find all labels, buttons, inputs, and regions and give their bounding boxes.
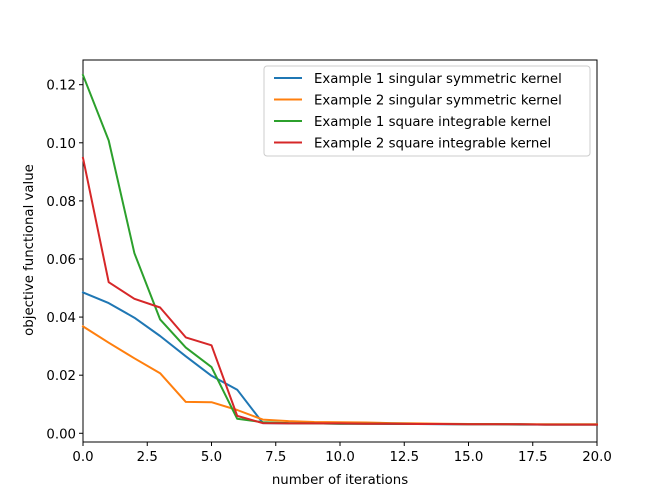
y-tick-label: 0.08	[46, 195, 76, 210]
x-axis-ticks: 0.0 2.5 5.0 7.5 10.0 12.5 15.0 17.5 20.0	[72, 442, 612, 465]
series-line-4	[81, 156, 598, 426]
x-tick-label: 10.0	[325, 450, 355, 465]
legend-entry-1: Example 1 singular symmetric kernel	[314, 72, 562, 87]
x-tick-label: 0.0	[72, 450, 93, 465]
x-tick-label: 7.5	[265, 450, 286, 465]
y-axis-ticks: 0.00 0.02 0.04 0.06 0.08 0.10 0.12	[46, 79, 83, 442]
legend-box	[263, 65, 591, 157]
x-tick-label: 17.5	[518, 450, 548, 465]
y-tick-label: 0.12	[46, 79, 76, 94]
y-tick-label: 0.02	[46, 369, 76, 384]
x-tick-label: 20.0	[582, 450, 612, 465]
legend: Example 1 singular symmetric kernel Examp…	[263, 65, 591, 157]
legend-entry-4: Example 2 square integrable kernel	[314, 137, 551, 152]
y-axis-label: objective functional value	[22, 164, 37, 336]
series-layer	[81, 73, 598, 426]
y-tick-label: 0.04	[46, 311, 76, 326]
x-tick-label: 15.0	[454, 450, 484, 465]
x-tick-label: 12.5	[389, 450, 419, 465]
x-tick-label: 2.5	[137, 450, 158, 465]
y-tick-label: 0.00	[46, 427, 76, 442]
x-axis-label: number of iterations	[272, 473, 408, 488]
y-tick-label: 0.10	[46, 137, 76, 152]
y-tick-label: 0.06	[46, 253, 76, 268]
x-tick-label: 5.0	[201, 450, 222, 465]
legend-entry-3: Example 1 square integrable kernel	[314, 115, 551, 130]
legend-entry-2: Example 2 singular symmetric kernel	[314, 94, 562, 109]
